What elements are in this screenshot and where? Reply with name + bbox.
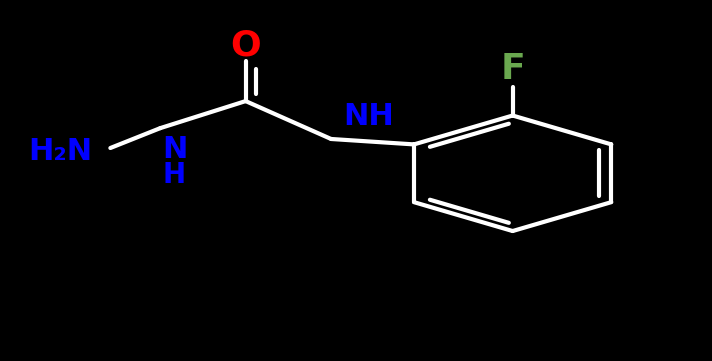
Text: F: F [501,52,525,86]
Text: H: H [163,161,186,189]
Text: O: O [230,28,261,62]
Text: H₂N: H₂N [28,137,93,166]
Text: NH: NH [344,102,394,131]
Text: N: N [162,135,187,164]
